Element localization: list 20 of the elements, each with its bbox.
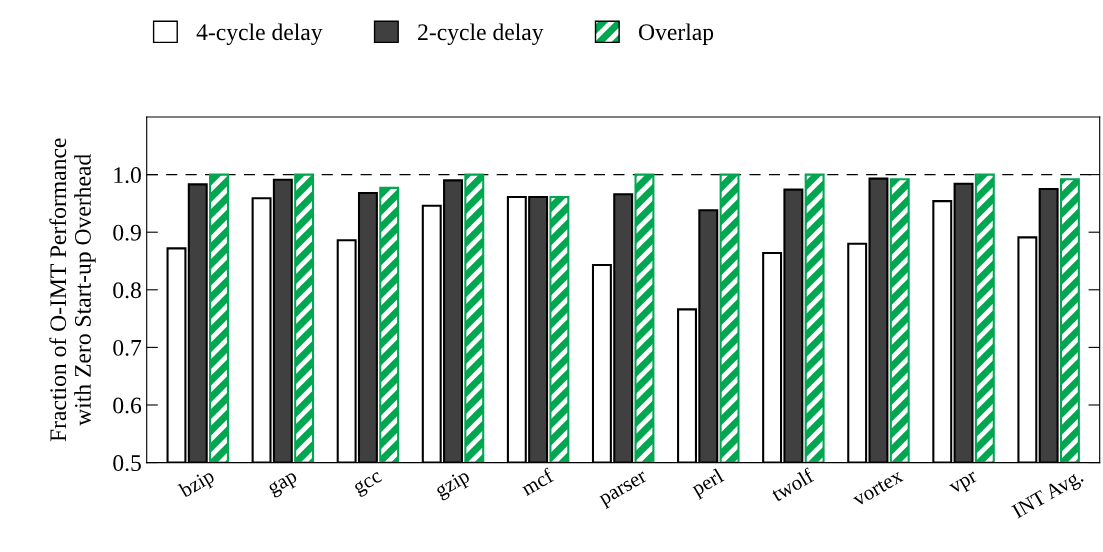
y-tick-label: 0.6 xyxy=(113,397,142,414)
y-tick-label: 0.8 xyxy=(113,282,141,299)
y-tick-label: 1.0 xyxy=(114,167,141,184)
x-tick-label: twolf xyxy=(769,467,816,503)
x-tick-label: bzip xyxy=(177,467,218,502)
x-tick-label: gcc xyxy=(353,470,385,498)
x-tick-label: gap xyxy=(267,471,300,499)
y-tick-label: 0.5 xyxy=(113,455,141,472)
x-tick-label: vpr xyxy=(949,471,981,498)
y-tick-label: 0.9 xyxy=(113,224,141,241)
legend-label: 4-cycle delay xyxy=(196,23,323,45)
legend-label: 2-cycle delay xyxy=(418,23,544,45)
x-tick-label: vortex xyxy=(852,469,904,507)
x-tick-label: gzip xyxy=(433,468,473,502)
x-tick-label: mcf xyxy=(519,467,555,497)
legend-label: Overlap xyxy=(638,23,714,45)
y-axis-title: Fraction of O-IMT Performance with Zero Start-up Overhead xyxy=(49,138,96,442)
x-tick-label: perl xyxy=(689,467,727,500)
x-tick-label: INT Avg. xyxy=(1011,468,1086,523)
y-tick-label: 0.7 xyxy=(113,339,142,356)
